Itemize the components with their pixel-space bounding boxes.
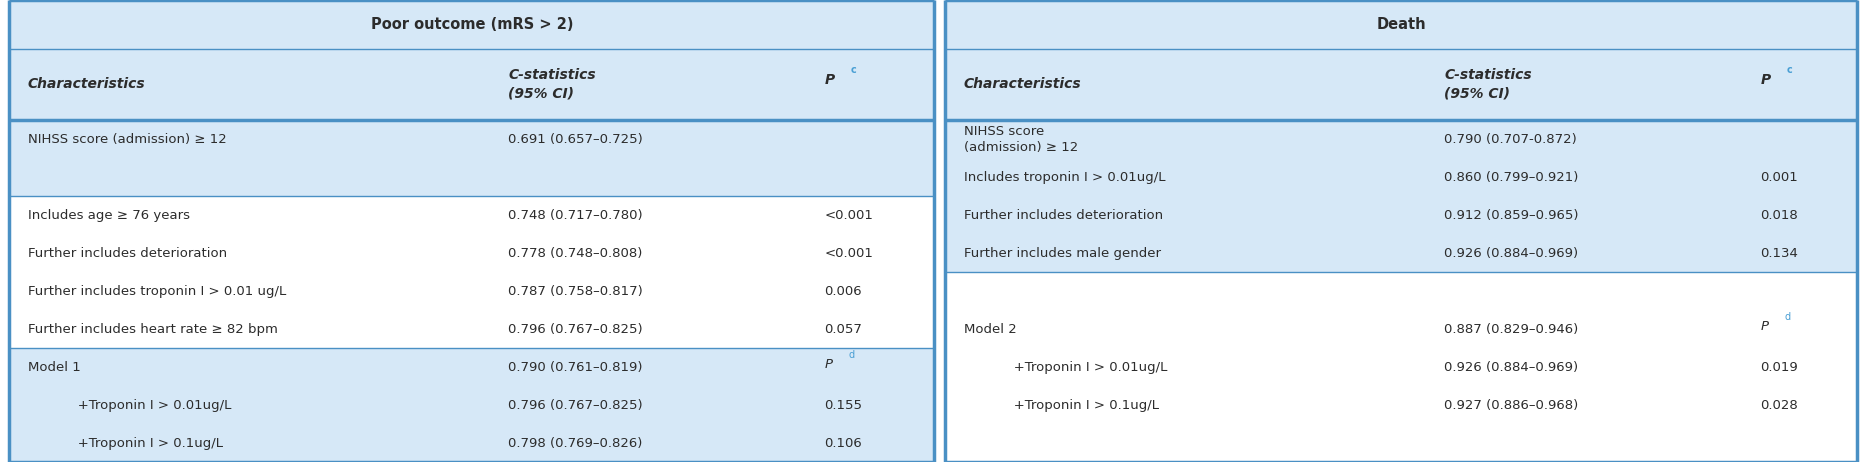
Text: 0.790 (0.761–0.819): 0.790 (0.761–0.819) — [508, 360, 642, 374]
Text: 0.057: 0.057 — [824, 322, 862, 335]
Text: 0.778 (0.748–0.808): 0.778 (0.748–0.808) — [508, 247, 642, 260]
Text: 0.691 (0.657–0.725): 0.691 (0.657–0.725) — [508, 133, 642, 146]
Bar — [945, 386, 1857, 424]
Text: +Troponin I > 0.01ug/L: +Troponin I > 0.01ug/L — [65, 399, 231, 412]
Text: c: c — [850, 65, 856, 74]
Text: 0.787 (0.758–0.817): 0.787 (0.758–0.817) — [508, 285, 642, 298]
Text: Includes age ≥ 76 years: Includes age ≥ 76 years — [28, 208, 190, 222]
Text: C-statistics
(95% CI): C-statistics (95% CI) — [1444, 68, 1532, 101]
Text: 0.798 (0.769–0.826): 0.798 (0.769–0.826) — [508, 437, 642, 450]
Text: Further includes male gender: Further includes male gender — [964, 247, 1161, 260]
Text: 0.134: 0.134 — [1761, 247, 1798, 260]
Text: +Troponin I > 0.1ug/L: +Troponin I > 0.1ug/L — [65, 437, 223, 450]
Bar — [945, 348, 1857, 386]
Bar — [945, 120, 1857, 158]
Text: 0.926 (0.884–0.969): 0.926 (0.884–0.969) — [1444, 360, 1578, 374]
Text: Model 1: Model 1 — [28, 360, 80, 374]
Bar — [9, 386, 934, 424]
Bar — [9, 272, 934, 310]
Text: Further includes deterioration: Further includes deterioration — [964, 208, 1163, 222]
Bar — [9, 158, 934, 196]
Text: 0.927 (0.886–0.968): 0.927 (0.886–0.968) — [1444, 399, 1578, 412]
Text: P: P — [1761, 320, 1768, 333]
Text: +Troponin I > 0.1ug/L: +Troponin I > 0.1ug/L — [1001, 399, 1159, 412]
Text: 0.019: 0.019 — [1761, 360, 1798, 374]
Text: 0.796 (0.767–0.825): 0.796 (0.767–0.825) — [508, 399, 642, 412]
Text: <0.001: <0.001 — [824, 208, 873, 222]
Bar — [945, 49, 1857, 120]
Bar — [9, 424, 934, 462]
Bar — [945, 234, 1857, 272]
Text: P: P — [824, 358, 832, 371]
Text: 0.860 (0.799–0.921): 0.860 (0.799–0.921) — [1444, 170, 1578, 183]
Bar — [9, 120, 934, 158]
Text: 0.001: 0.001 — [1761, 170, 1798, 183]
Text: 0.926 (0.884–0.969): 0.926 (0.884–0.969) — [1444, 247, 1578, 260]
Bar — [9, 348, 934, 386]
Text: Characteristics: Characteristics — [28, 77, 145, 91]
Text: 0.912 (0.859–0.965): 0.912 (0.859–0.965) — [1444, 208, 1578, 222]
Text: 0.018: 0.018 — [1761, 208, 1798, 222]
Text: Characteristics: Characteristics — [964, 77, 1081, 91]
Text: 0.106: 0.106 — [824, 437, 862, 450]
Bar — [9, 196, 934, 234]
Text: <0.001: <0.001 — [824, 247, 873, 260]
Text: Further includes heart rate ≥ 82 bpm: Further includes heart rate ≥ 82 bpm — [28, 322, 277, 335]
Bar — [945, 310, 1857, 348]
Text: C-statistics
(95% CI): C-statistics (95% CI) — [508, 68, 596, 101]
Text: P: P — [1761, 73, 1770, 87]
Bar — [945, 196, 1857, 234]
Bar — [945, 158, 1857, 196]
Text: 0.796 (0.767–0.825): 0.796 (0.767–0.825) — [508, 322, 642, 335]
Text: 0.887 (0.829–0.946): 0.887 (0.829–0.946) — [1444, 322, 1578, 335]
Bar — [945, 424, 1857, 462]
Bar — [945, 272, 1857, 310]
Text: c: c — [1787, 65, 1792, 74]
Bar — [945, 0, 1857, 49]
Bar — [9, 310, 934, 348]
Text: Includes troponin I > 0.01ug/L: Includes troponin I > 0.01ug/L — [964, 170, 1165, 183]
Text: d: d — [849, 350, 854, 359]
Text: d: d — [1785, 311, 1790, 322]
Text: Further includes troponin I > 0.01 ug/L: Further includes troponin I > 0.01 ug/L — [28, 285, 287, 298]
Text: 0.790 (0.707-0.872): 0.790 (0.707-0.872) — [1444, 133, 1576, 146]
Bar — [9, 49, 934, 120]
Text: 0.748 (0.717–0.780): 0.748 (0.717–0.780) — [508, 208, 642, 222]
Text: Poor outcome (mRS > 2): Poor outcome (mRS > 2) — [370, 17, 573, 32]
Text: 0.006: 0.006 — [824, 285, 862, 298]
Text: NIHSS score
(admission) ≥ 12: NIHSS score (admission) ≥ 12 — [964, 125, 1078, 153]
Text: P: P — [824, 73, 834, 87]
Text: Further includes deterioration: Further includes deterioration — [28, 247, 227, 260]
Text: Death: Death — [1377, 17, 1426, 32]
Text: 0.028: 0.028 — [1761, 399, 1798, 412]
Text: Model 2: Model 2 — [964, 322, 1016, 335]
Text: 0.155: 0.155 — [824, 399, 862, 412]
Bar — [9, 0, 934, 49]
Text: NIHSS score (admission) ≥ 12: NIHSS score (admission) ≥ 12 — [28, 133, 227, 146]
Bar — [9, 234, 934, 272]
Text: +Troponin I > 0.01ug/L: +Troponin I > 0.01ug/L — [1001, 360, 1167, 374]
